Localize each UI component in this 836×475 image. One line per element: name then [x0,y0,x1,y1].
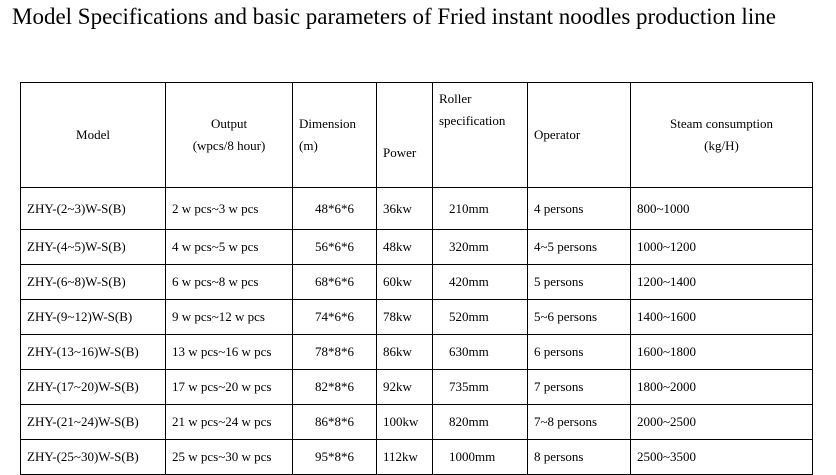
table-cell: 9 w pcs~12 w pcs [165,299,293,335]
table-cell: 4~5 persons [527,229,631,265]
table-cell: 4 persons [527,187,631,230]
table-cell: 7~8 persons [527,404,631,440]
table-cell: 13 w pcs~16 w pcs [165,334,293,370]
table-cell: ZHY-(4~5)W-S(B) [20,229,166,265]
table-cell: 5~6 persons [527,299,631,335]
table-cell: 78*8*6 [292,334,377,370]
header-line: Operator [534,127,581,142]
table-cell: 1000mm [432,439,528,475]
table-cell: 1800~2000 [630,369,813,405]
table-cell: ZHY-(25~30)W-S(B) [20,439,166,475]
table-cell: 4 w pcs~5 w pcs [165,229,293,265]
table-body: ZHY-(2~3)W-S(B) 2 w pcs~3 w pcs 48*6*6 36kw… [20,187,813,475]
table-cell: 86kw [376,334,433,370]
table-cell: 2500~3500 [630,439,813,475]
table-cell: 25 w pcs~30 w pcs [165,439,293,475]
table-cell: 74*6*6 [292,299,377,335]
table-cell: 100kw [376,404,433,440]
table-row: ZHY-(21~24)W-S(B) 21 w pcs~24 w pcs 86*8*6… [20,404,813,440]
header-line: Dimension [299,116,357,131]
table-row: ZHY-(6~8)W-S(B) 6 w pcs~8 w pcs 68*6*6 60kw… [20,264,813,300]
table-cell: 320mm [432,229,528,265]
header-line: (m) [299,138,318,153]
table-cell: 36kw [376,187,433,230]
table-cell: 7 persons [527,369,631,405]
header-line: Roller [439,91,472,106]
table-cell: ZHY-(21~24)W-S(B) [20,404,166,440]
table-cell: 6 persons [527,334,631,370]
header-line: specification [439,113,506,128]
table-cell: 60kw [376,264,433,300]
table-cell: 6 w pcs~8 w pcs [165,264,293,300]
table-cell: 2000~2500 [630,404,813,440]
title: Model Specifications and basic parameter… [12,4,776,29]
table-cell: ZHY-(17~20)W-S(B) [20,369,166,405]
table-row: ZHY-(2~3)W-S(B) 2 w pcs~3 w pcs 48*6*6 36kw… [20,187,813,230]
table-row: ZHY-(13~16)W-S(B) 13 w pcs~16 w pcs 78*8*6… [20,334,813,370]
table-cell: 48*6*6 [292,187,377,230]
table-row: ZHY-(25~30)W-S(B) 25 w pcs~30 w pcs 95*8*6… [20,439,813,475]
header-cell: Operator [527,82,631,188]
table-cell: 86*8*6 [292,404,377,440]
header-row: Model Output (wpcs/8 hour) Dimension (m) Powe… [20,82,813,188]
table-cell: 2 w pcs~3 w pcs [165,187,293,230]
table-cell: 21 w pcs~24 w pcs [165,404,293,440]
table-cell: 1400~1600 [630,299,813,335]
table-cell: 1000~1200 [630,229,813,265]
table-cell: 1200~1400 [630,264,813,300]
table-cell: 95*8*6 [292,439,377,475]
header-cell: Dimension (m) [292,82,377,188]
header-line: Power [383,145,417,160]
table-cell: 8 persons [527,439,631,475]
table-cell: 735mm [432,369,528,405]
table-cell: 68*6*6 [292,264,377,300]
table-cell: 210mm [432,187,528,230]
table-cell: 630mm [432,334,528,370]
header-line: Output [210,116,248,131]
header-line: (wpcs/8 hour) [192,138,266,153]
header-line: Model [76,127,110,142]
table-row: ZHY-(17~20)W-S(B) 17 w pcs~20 w pcs 82*8*6… [20,369,813,405]
table-cell: 82*8*6 [292,369,377,405]
header-line: (kg/H) [704,138,739,153]
table-cell: 56*6*6 [292,229,377,265]
table-cell: 112kw [376,439,433,475]
page: Model Specifications and basic parameter… [12,4,813,475]
table-cell: 800~1000 [630,187,813,230]
header-cell: Steam consumption (kg/H) [630,82,813,188]
table-cell: 92kw [376,369,433,405]
table-cell: 1600~1800 [630,334,813,370]
table-row: ZHY-(4~5)W-S(B) 4 w pcs~5 w pcs 56*6*6 48kw… [20,229,813,265]
table-row: ZHY-(9~12)W-S(B) 9 w pcs~12 w pcs 74*6*6 78… [20,299,813,335]
table-cell: 820mm [432,404,528,440]
table-cell: 5 persons [527,264,631,300]
spec-table: Model Output (wpcs/8 hour) Dimension (m) Powe… [20,82,813,475]
table-cell: 420mm [432,264,528,300]
header-cell: Power [376,82,433,188]
table-cell: ZHY-(6~8)W-S(B) [20,264,166,300]
table-cell: ZHY-(2~3)W-S(B) [20,187,166,230]
header-cell: Output (wpcs/8 hour) [165,82,293,188]
table-cell: ZHY-(9~12)W-S(B) [20,299,166,335]
table-cell: ZHY-(13~16)W-S(B) [20,334,166,370]
header-cell: Roller specification [432,82,528,188]
table-cell: 48kw [376,229,433,265]
table-cell: 520mm [432,299,528,335]
header-cell: Model [20,82,166,188]
table-cell: 78kw [376,299,433,335]
table-cell: 17 w pcs~20 w pcs [165,369,293,405]
header-line: Steam consumption [670,116,773,131]
